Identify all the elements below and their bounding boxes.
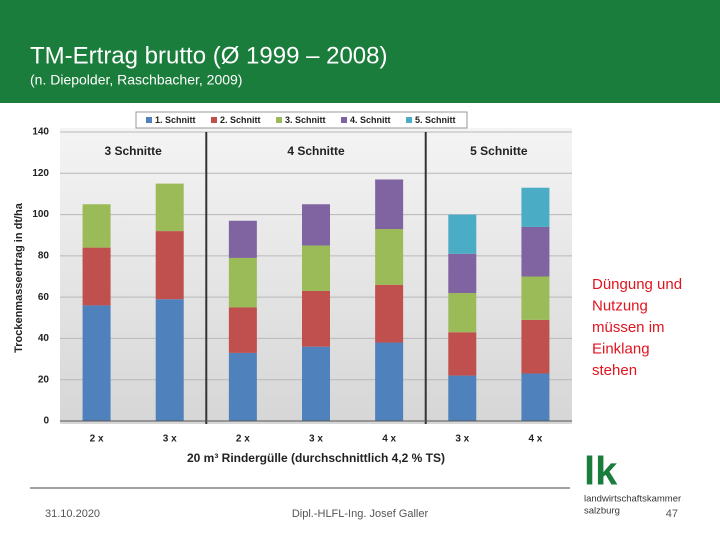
legend-swatch [211,117,217,123]
logo-line1: landwirtschaftskammer [584,494,681,505]
note-line: Nutzung [592,297,648,314]
y-tick-label: 100 [32,209,49,220]
bar-segment [228,307,257,353]
bar-segment [448,253,477,294]
bar-segment [521,187,550,227]
bar-segment [448,332,477,376]
bar-segment [302,204,330,246]
x-tick-label: 3 x [455,434,469,445]
bar-segment [521,373,550,421]
x-tick-label: 4 x [528,434,542,445]
bar-segment [448,375,477,421]
legend-swatch [146,117,152,123]
bar-segment [302,346,330,421]
y-tick-label: 80 [38,250,50,261]
note-line: Düngung und [592,276,682,293]
bar-segment [375,229,404,285]
bar-segment [521,319,550,374]
x-axis-title: 20 m³ Rindergülle (durchschnittlich 4,2 … [187,451,445,465]
y-tick-label: 60 [38,292,50,303]
y-axis-title: Trockenmasseertrag in dt/ha [13,202,25,353]
bar-segment [375,179,404,230]
legend-swatch [406,117,412,123]
bar-segment [448,214,477,254]
legend-label: 2. Schnitt [220,115,261,125]
bar-segment [82,204,111,248]
bar-segment [82,247,111,306]
note-line: Einklang [592,340,650,357]
bar-segment [228,352,257,421]
bar-segment [521,226,550,277]
y-tick-label: 20 [38,374,50,385]
bar-segment [302,245,330,291]
legend-label: 4. Schnitt [350,115,391,125]
bar-segment [155,183,184,232]
legend-swatch [276,117,282,123]
note-line: müssen im [592,319,665,336]
legend-label: 1. Schnitt [155,115,196,125]
x-tick-label: 3 x [163,434,177,445]
bar-segment [228,220,257,258]
x-tick-label: 3 x [309,434,323,445]
legend-box [135,111,468,129]
note-line: stehen [592,362,637,379]
y-tick-label: 0 [43,416,49,427]
page-number: 47 [666,508,678,520]
bar-segment [448,293,477,333]
group-label: 3 Schnitte [104,144,162,158]
y-tick-label: 40 [38,333,50,344]
bar-segment [155,231,184,300]
bar-segment [228,257,257,308]
bar-segment [521,276,550,320]
header-band [0,0,720,103]
x-tick-label: 2 x [90,434,104,445]
group-label: 4 Schnitte [287,144,345,158]
footer-date: 31.10.2020 [45,508,100,520]
footer-author: Dipl.-HLFL-Ing. Josef Galler [292,508,429,520]
bar-segment [375,342,404,421]
legend-label: 3. Schnitt [285,115,326,125]
logo-mark: lk [584,450,618,494]
legend-swatch [341,117,347,123]
bar-segment [155,299,184,421]
group-label: 5 Schnitte [470,144,528,158]
logo-line2: salzburg [584,506,620,517]
bar-segment [302,290,330,347]
x-tick-label: 2 x [236,434,250,445]
bar-segment [375,284,404,343]
legend-label: 5. Schnitt [415,115,456,125]
x-tick-label: 4 x [382,434,396,445]
y-tick-label: 140 [32,127,49,138]
bar-segment [82,305,111,421]
subtitle: (n. Diepolder, Raschbacher, 2009) [30,72,242,88]
y-tick-label: 120 [32,168,49,179]
title: TM-Ertrag brutto (Ø 1999 – 2008) [30,42,388,69]
